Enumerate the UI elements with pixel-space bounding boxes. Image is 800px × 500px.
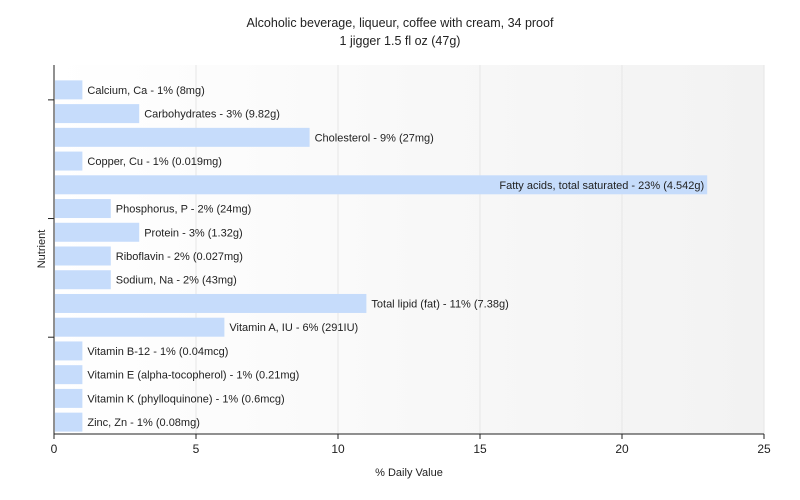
x-tick-label-2: 10 (331, 442, 345, 456)
bar-0 (55, 80, 83, 100)
bar-5 (55, 199, 111, 219)
bar-10 (55, 317, 225, 337)
x-axis-label: % Daily Value (375, 467, 443, 479)
axes: 0 5 10 15 20 25 (48, 65, 771, 456)
bar-13 (55, 388, 83, 408)
bar-label-0: Calcium, Ca - 1% (8mg) (87, 85, 204, 97)
bar-label-2: Cholesterol - 9% (27mg) (315, 132, 434, 144)
chart-subtitle: 1 jigger 1.5 fl oz (47g) (340, 34, 461, 48)
bar-8 (55, 270, 111, 290)
bar-14 (55, 412, 83, 432)
bar-label-10: Vitamin A, IU - 6% (291IU) (229, 322, 358, 334)
bar-label-11: Vitamin B-12 - 1% (0.04mcg) (87, 346, 228, 358)
bar-label-12: Vitamin E (alpha-tocopherol) - 1% (0.21m… (87, 370, 299, 382)
bar-2 (55, 127, 310, 147)
bar-1 (55, 104, 140, 124)
bar-label-6: Protein - 3% (1.32g) (144, 227, 242, 239)
chart-title: Alcoholic beverage, liqueur, coffee with… (247, 16, 554, 30)
plot-background (54, 65, 764, 434)
bar-6 (55, 222, 140, 242)
grid-lines (195, 65, 765, 434)
x-tick-label-1: 5 (193, 442, 200, 456)
bar-11 (55, 341, 83, 361)
bar-label-9: Total lipid (fat) - 11% (7.38g) (371, 298, 508, 310)
bar-9 (55, 293, 367, 313)
bars: Calcium, Ca - 1% (8mg) Carbohydrates - 3%… (55, 80, 708, 432)
bar-12 (55, 365, 83, 385)
x-tick-label-0: 0 (51, 442, 58, 456)
bar-label-7: Riboflavin - 2% (0.027mg) (116, 251, 243, 263)
x-tick-label-5: 25 (757, 442, 771, 456)
bar-4 (55, 175, 708, 195)
bar-label-3: Copper, Cu - 1% (0.019mg) (87, 156, 222, 168)
bar-label-8: Sodium, Na - 2% (43mg) (116, 275, 237, 287)
x-tick-label-4: 20 (615, 442, 629, 456)
bar-label-5: Phosphorus, P - 2% (24mg) (116, 204, 252, 216)
bar-3 (55, 151, 83, 171)
bar-label-1: Carbohydrates - 3% (9.82g) (144, 109, 280, 121)
bar-7 (55, 246, 111, 266)
x-tick-label-3: 15 (473, 442, 487, 456)
bar-label-14: Zinc, Zn - 1% (0.08mg) (87, 417, 199, 429)
bar-label-13: Vitamin K (phylloquinone) - 1% (0.6mcg) (87, 393, 284, 405)
bar-label-4: Fatty acids, total saturated - 23% (4.54… (499, 180, 704, 192)
y-axis-label: Nutrient (36, 230, 48, 269)
